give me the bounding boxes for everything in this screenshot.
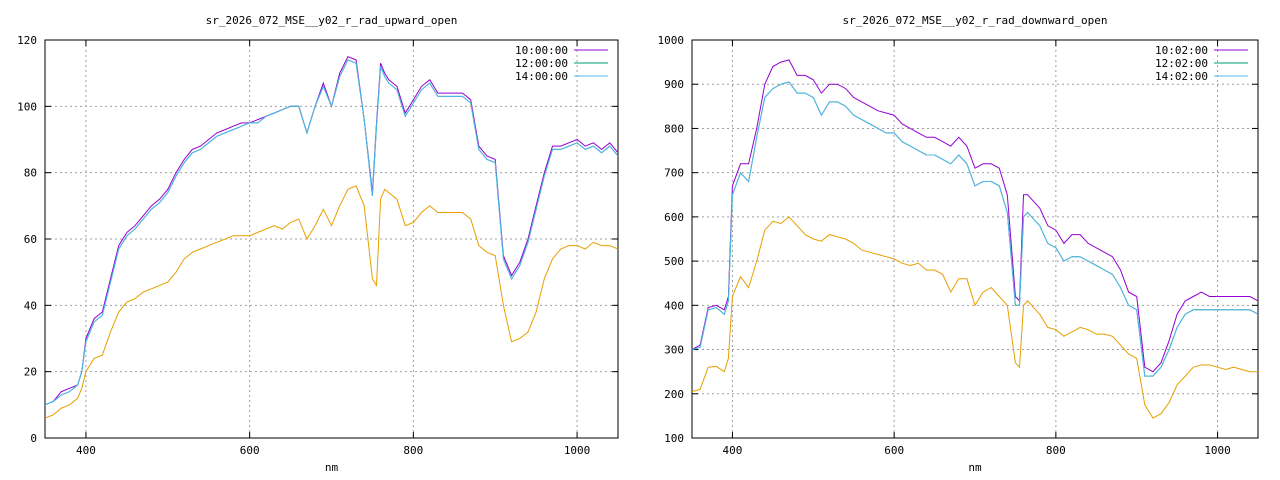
x-tick-label: 800 bbox=[1046, 444, 1066, 457]
x-tick-label: 400 bbox=[76, 444, 96, 457]
x-tick-label: 1000 bbox=[564, 444, 591, 457]
legend-label: 12:02:00 bbox=[1155, 57, 1208, 70]
legend-label: 10:00:00 bbox=[515, 44, 568, 57]
y-tick-label: 120 bbox=[17, 34, 37, 47]
y-tick-label: 900 bbox=[664, 78, 684, 91]
x-tick-label: 400 bbox=[722, 444, 742, 457]
chart-2: sr_2026_072_MSE__y02_r_rad_downward_open… bbox=[658, 14, 1259, 474]
chart-title: sr_2026_072_MSE__y02_r_rad_upward_open bbox=[206, 14, 458, 27]
legend-label: 14:00:00 bbox=[515, 70, 568, 83]
y-tick-label: 800 bbox=[664, 122, 684, 135]
y-tick-label: 80 bbox=[24, 167, 37, 180]
y-tick-label: 100 bbox=[664, 432, 684, 445]
y-tick-label: 0 bbox=[30, 432, 37, 445]
x-tick-label: 600 bbox=[240, 444, 260, 457]
y-tick-label: 200 bbox=[664, 388, 684, 401]
series-line-1 bbox=[692, 59, 1258, 373]
x-tick-label: 800 bbox=[403, 444, 423, 457]
plot-frame bbox=[691, 39, 1259, 439]
series-line-4 bbox=[692, 216, 1258, 419]
y-tick-label: 500 bbox=[664, 255, 684, 268]
x-tick-label: 600 bbox=[884, 444, 904, 457]
series-line-2 bbox=[692, 81, 1258, 377]
x-tick-label: 1000 bbox=[1204, 444, 1231, 457]
chart-title: sr_2026_072_MSE__y02_r_rad_downward_open bbox=[843, 14, 1108, 27]
legend-label: 12:00:00 bbox=[515, 57, 568, 70]
y-tick-label: 700 bbox=[664, 167, 684, 180]
legend-label: 10:02:00 bbox=[1155, 44, 1208, 57]
y-tick-label: 400 bbox=[664, 299, 684, 312]
y-tick-label: 20 bbox=[24, 366, 37, 379]
chart-1: sr_2026_072_MSE__y02_r_rad_upward_open 40… bbox=[17, 14, 619, 474]
y-tick-label: 600 bbox=[664, 211, 684, 224]
y-tick-label: 40 bbox=[24, 299, 37, 312]
series-line-3 bbox=[692, 81, 1258, 377]
y-tick-label: 300 bbox=[664, 344, 684, 357]
legend-label: 14:02:00 bbox=[1155, 70, 1208, 83]
y-tick-label: 1000 bbox=[658, 34, 685, 47]
series-line-4 bbox=[45, 185, 618, 419]
x-axis-label: nm bbox=[325, 461, 339, 474]
series-line-1 bbox=[45, 55, 618, 406]
series-line-3 bbox=[45, 59, 618, 406]
y-tick-label: 100 bbox=[17, 100, 37, 113]
plot-frame bbox=[44, 39, 619, 439]
x-axis-label: nm bbox=[968, 461, 982, 474]
y-tick-label: 60 bbox=[24, 233, 37, 246]
